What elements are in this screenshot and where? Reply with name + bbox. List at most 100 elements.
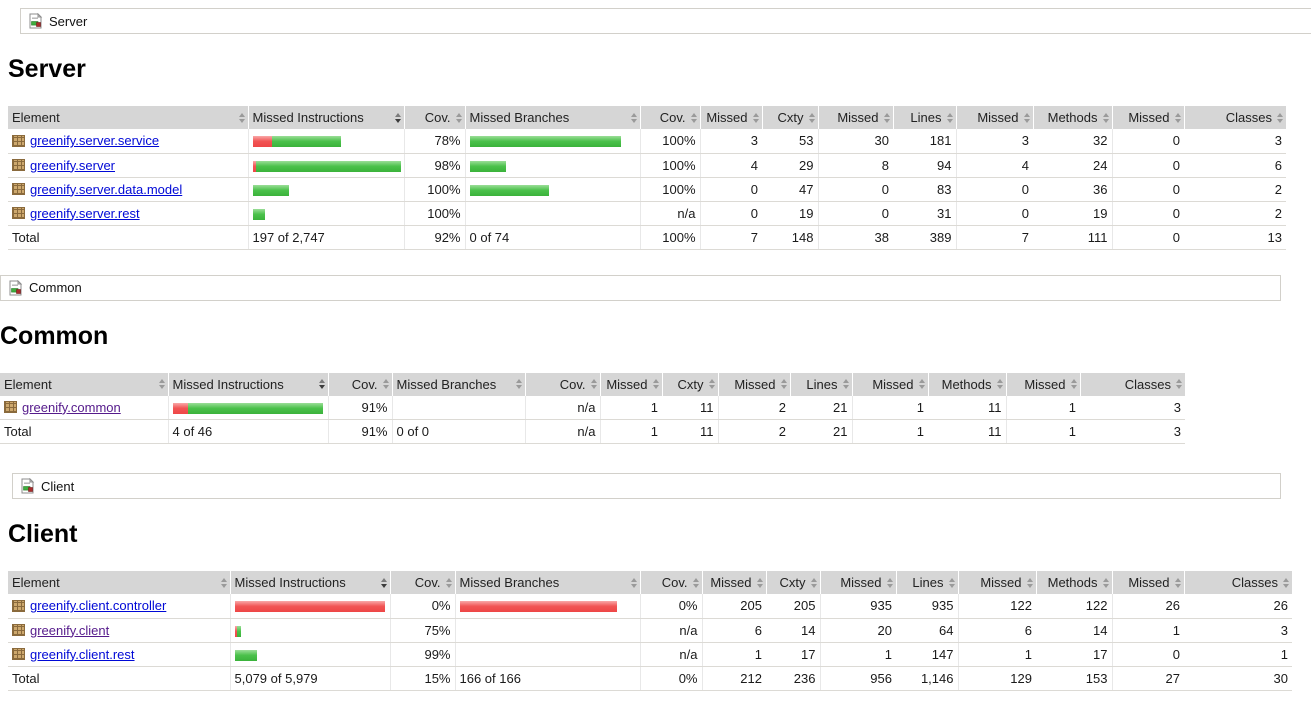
element-cell: greenify.server.data.model (8, 177, 248, 202)
column-header-missed[interactable]: Missed (819, 571, 896, 594)
column-header-lines[interactable]: Lines (789, 372, 852, 396)
missed-count: 1 (701, 642, 766, 667)
table-header-row: Element Missed Instructions Cov. Missed Bra… (0, 372, 1185, 396)
column-header-cov-[interactable]: Cov. (327, 372, 392, 396)
missed-count: 6 (957, 618, 1036, 643)
column-header-label: Classes (1231, 575, 1278, 590)
column-header-label: Missed (1128, 110, 1170, 125)
package-link[interactable]: greenify.client.rest (30, 646, 135, 662)
sort-arrows-icon (886, 577, 893, 588)
branches-coverage-percent: n/a (639, 642, 702, 667)
column-header-missed-branches[interactable]: Missed Branches (464, 106, 640, 129)
column-header-classes[interactable]: Classes (1183, 106, 1286, 129)
column-header-missed[interactable]: Missed (717, 372, 790, 396)
sort-arrows-icon (1102, 112, 1109, 123)
element-cell: greenify.common (0, 395, 168, 420)
branches-coverage-percent: 100% (639, 129, 700, 154)
coverage-bar (172, 402, 323, 414)
report-icon (19, 478, 35, 494)
column-header-missed[interactable]: Missed (1005, 372, 1080, 396)
package-link[interactable]: greenify.server.rest (30, 205, 140, 221)
column-header-missed[interactable]: Missed (957, 571, 1036, 594)
column-header-missed[interactable]: Missed (1111, 106, 1184, 129)
column-header-classes[interactable]: Classes (1079, 372, 1185, 396)
column-header-cov-[interactable]: Cov. (524, 372, 600, 396)
package-link[interactable]: greenify.server (30, 157, 116, 173)
column-header-cov-[interactable]: Cov. (639, 571, 702, 594)
column-header-label: Lines (910, 110, 942, 125)
package-link[interactable]: greenify.client (30, 622, 110, 638)
column-header-element[interactable]: Element (8, 571, 230, 594)
column-header-lines[interactable]: Lines (892, 106, 956, 129)
column-header-missed-branches[interactable]: Missed Branches (391, 372, 525, 396)
branches-coverage-percent: n/a (639, 618, 702, 643)
column-header-cxty[interactable]: Cxty (765, 571, 820, 594)
sort-arrows-icon (780, 379, 787, 389)
total-missed-count: 2 (717, 419, 790, 444)
column-header-label: Missed (606, 376, 648, 392)
cxty-count: 29 (762, 153, 818, 178)
column-header-label: Cxty (677, 376, 704, 392)
lines-count: 94 (893, 153, 956, 178)
column-header-label: Element (12, 575, 60, 590)
branches-coverage-percent: n/a (639, 201, 700, 226)
column-header-missed[interactable]: Missed (701, 571, 766, 594)
sort-arrows-icon (1023, 112, 1030, 123)
column-header-missed[interactable]: Missed (851, 372, 928, 396)
column-header-cov-[interactable]: Cov. (639, 106, 700, 129)
cxty-count: 14 (766, 618, 820, 643)
coverage-bar (252, 208, 265, 220)
column-header-methods[interactable]: Methods (927, 372, 1006, 396)
instructions-coverage-percent: 91% (327, 395, 392, 420)
total-missed-count: 38 (817, 225, 893, 250)
column-header-classes[interactable]: Classes (1183, 571, 1292, 594)
column-header-cov-[interactable]: Cov. (389, 571, 455, 594)
column-header-cov-[interactable]: Cov. (403, 106, 465, 129)
breadcrumb: Common (0, 274, 1281, 301)
instructions-coverage-percent: 75% (389, 618, 455, 643)
column-header-element[interactable]: Element (8, 106, 248, 129)
column-header-missed-instructions[interactable]: Missed Instructions (167, 372, 328, 396)
table-row: greenify.client.controller 0% 0% 205 205 935 9… (8, 594, 1292, 619)
element-cell: greenify.server.rest (8, 201, 248, 226)
package-link[interactable]: greenify.server.data.model (30, 181, 183, 197)
column-header-missed-instructions[interactable]: Missed Instructions (247, 106, 404, 129)
total-branches-coverage: 100% (639, 225, 700, 250)
column-header-element[interactable]: Element (0, 372, 168, 396)
total-missed-branches: 0 of 74 (464, 225, 640, 250)
sort-arrows-icon (455, 112, 462, 123)
sort-arrows-icon (842, 379, 849, 389)
total-label: Total (8, 225, 248, 250)
column-header-methods[interactable]: Methods (1032, 106, 1112, 129)
total-methods-count: 11 (928, 419, 1006, 444)
total-missed-count: 1 (1005, 419, 1080, 444)
missed-count: 0 (1111, 201, 1184, 226)
package-link[interactable]: greenify.client.controller (30, 598, 167, 614)
missed-count: 0 (1111, 153, 1184, 178)
column-header-lines[interactable]: Lines (895, 571, 958, 594)
total-cxty-count: 11 (662, 419, 718, 444)
missed-count: 1 (1005, 395, 1080, 420)
column-header-missed[interactable]: Missed (599, 372, 662, 396)
column-header-missed[interactable]: Missed (699, 106, 762, 129)
column-header-methods[interactable]: Methods (1035, 571, 1112, 594)
column-header-missed-branches[interactable]: Missed Branches (454, 571, 640, 594)
sort-arrows-icon (1174, 112, 1181, 123)
cxty-count: 47 (762, 177, 818, 202)
classes-count: 1 (1184, 642, 1292, 667)
package-link[interactable]: greenify.common (22, 399, 121, 415)
coverage-bar (469, 160, 506, 172)
total-missed-count: 956 (819, 666, 896, 691)
column-header-cxty[interactable]: Cxty (661, 372, 718, 396)
column-header-missed[interactable]: Missed (1111, 571, 1184, 594)
column-header-missed-instructions[interactable]: Missed Instructions (229, 571, 390, 594)
package-link[interactable]: greenify.server.service (30, 133, 160, 149)
column-header-missed[interactable]: Missed (955, 106, 1033, 129)
column-header-missed[interactable]: Missed (817, 106, 893, 129)
column-header-label: Cov. (659, 110, 686, 125)
table-row: greenify.client 75% n/a 6 14 20 64 6 14 1 3 (8, 618, 1292, 643)
column-header-cxty[interactable]: Cxty (761, 106, 818, 129)
total-lines-count: 1,146 (896, 666, 958, 691)
table-header-row: Element Missed Instructions Cov. Missed Bra… (8, 106, 1286, 129)
column-header-label: Missed Instructions (234, 575, 346, 590)
